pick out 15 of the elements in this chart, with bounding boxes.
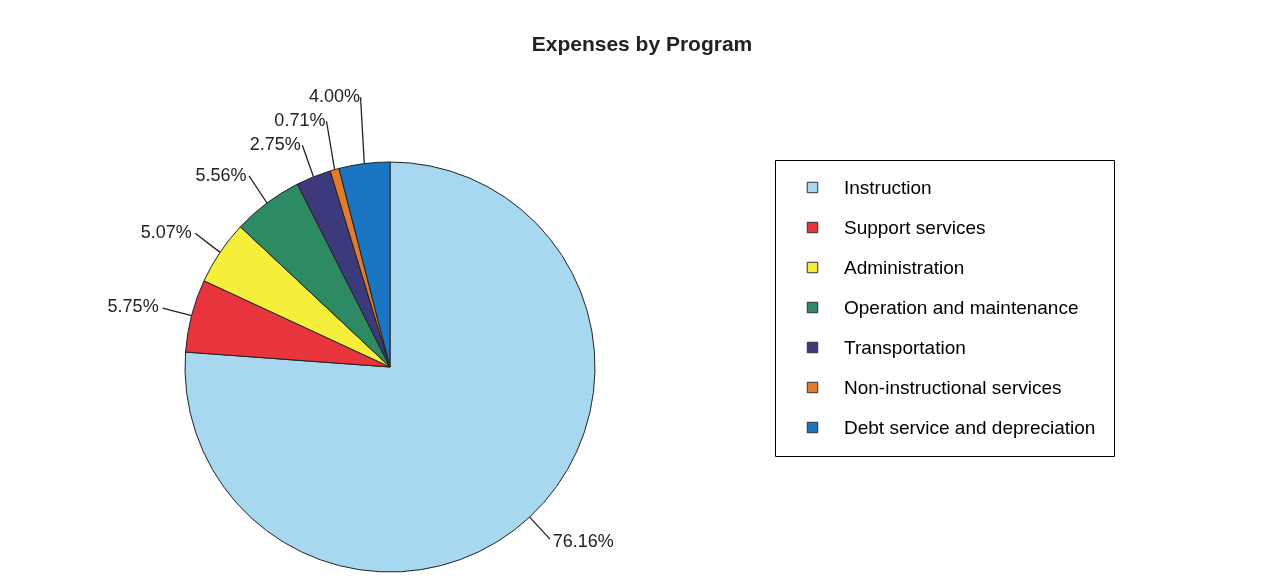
chart-title: Expenses by Program xyxy=(531,32,753,55)
data-label: 2.75% xyxy=(249,134,301,155)
legend-label: Debt service and depreciation xyxy=(844,416,1096,438)
data-label: 76.16% xyxy=(552,531,614,552)
legend-label: Instruction xyxy=(844,176,932,198)
data-label: 4.00% xyxy=(309,86,361,107)
legend-label: Operation and maintenance xyxy=(844,296,1079,318)
data-label: 5.75% xyxy=(107,296,159,317)
legend-label: Transportation xyxy=(844,336,966,358)
data-label: 5.56% xyxy=(195,164,247,185)
legend-label: Administration xyxy=(844,256,965,278)
legend-label: Non-instructional services xyxy=(844,376,1062,398)
legend-label: Support services xyxy=(844,216,986,238)
data-label: 0.71% xyxy=(274,110,326,131)
data-label: 5.07% xyxy=(140,222,192,243)
